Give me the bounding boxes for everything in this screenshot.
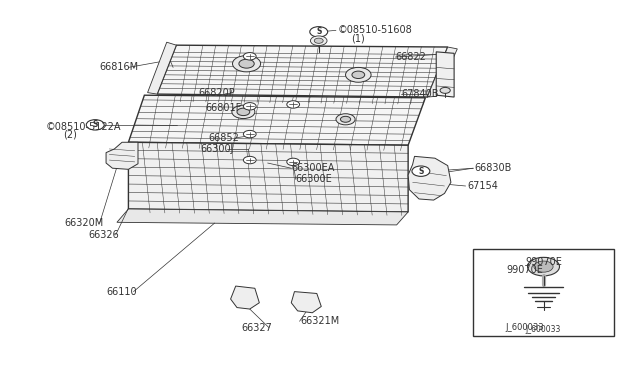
Text: ©08510-5122A: ©08510-5122A — [45, 122, 121, 132]
Circle shape — [287, 158, 300, 166]
Polygon shape — [291, 292, 321, 313]
Text: 66801F: 66801F — [205, 103, 241, 113]
Circle shape — [310, 27, 328, 37]
Circle shape — [232, 55, 260, 72]
Polygon shape — [230, 286, 259, 309]
Text: 66822: 66822 — [396, 52, 426, 62]
Circle shape — [86, 120, 104, 130]
Polygon shape — [148, 42, 176, 94]
Text: (1): (1) — [351, 33, 364, 44]
Circle shape — [352, 71, 365, 78]
Circle shape — [243, 52, 256, 60]
Circle shape — [440, 87, 451, 93]
Bar — [473, 249, 614, 336]
Text: 66816M: 66816M — [100, 62, 139, 73]
Text: S: S — [316, 27, 321, 36]
Text: 66852: 66852 — [208, 133, 239, 143]
Circle shape — [237, 108, 250, 116]
Circle shape — [232, 105, 255, 119]
Text: 67154: 67154 — [467, 181, 498, 191]
Text: 66320M: 66320M — [65, 218, 104, 228]
Polygon shape — [428, 47, 458, 97]
Polygon shape — [157, 45, 448, 97]
Circle shape — [340, 116, 351, 122]
Text: 66830B: 66830B — [474, 163, 512, 173]
Polygon shape — [129, 142, 408, 212]
Circle shape — [287, 101, 300, 108]
Circle shape — [243, 131, 256, 138]
Text: 66110: 66110 — [106, 286, 137, 296]
Text: 66300E: 66300E — [296, 174, 333, 185]
Circle shape — [239, 59, 254, 68]
Text: 66326: 66326 — [88, 230, 119, 240]
Text: 66327: 66327 — [241, 323, 273, 333]
Polygon shape — [436, 52, 454, 97]
Polygon shape — [129, 95, 426, 145]
Polygon shape — [106, 142, 138, 169]
Text: J_600033: J_600033 — [526, 325, 561, 334]
Text: 99070E: 99070E — [506, 266, 543, 276]
Text: 66820P: 66820P — [198, 87, 236, 97]
Circle shape — [310, 36, 327, 45]
Text: 66321M: 66321M — [301, 316, 340, 326]
Text: 67840B: 67840B — [401, 89, 438, 99]
Text: (2): (2) — [63, 130, 77, 140]
Circle shape — [243, 103, 256, 110]
Circle shape — [412, 166, 430, 176]
Circle shape — [314, 38, 323, 43]
Text: J_600033: J_600033 — [505, 323, 543, 332]
Text: 66300EA: 66300EA — [291, 163, 335, 173]
Circle shape — [243, 156, 256, 164]
Circle shape — [534, 261, 553, 272]
Polygon shape — [117, 209, 408, 225]
Polygon shape — [408, 156, 451, 200]
Text: 66300J: 66300J — [200, 144, 234, 154]
Text: ©08510-51608: ©08510-51608 — [338, 25, 413, 35]
Text: S: S — [418, 167, 424, 176]
Text: 99070E: 99070E — [525, 257, 562, 267]
Circle shape — [336, 114, 355, 125]
Circle shape — [346, 67, 371, 82]
Text: S: S — [93, 121, 98, 129]
Circle shape — [527, 257, 559, 276]
